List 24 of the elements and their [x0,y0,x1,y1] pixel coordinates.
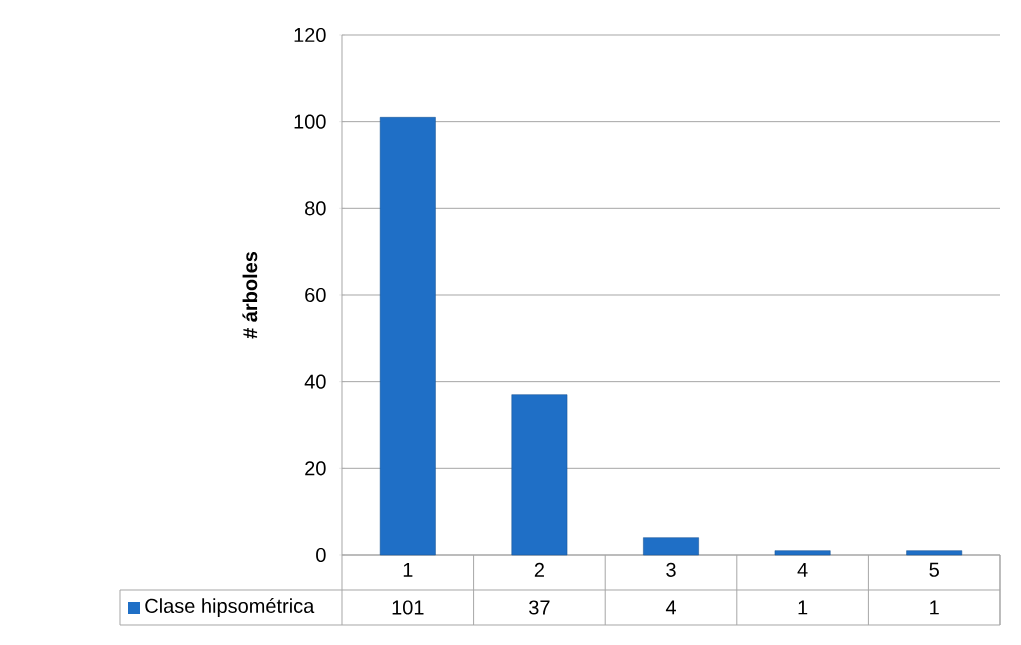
x-tick-label: 4 [797,562,808,577]
data-label: 1 [798,600,808,615]
bar [906,550,963,556]
x-tick-label: 3 [666,562,676,577]
x-tick-label: 2 [534,562,544,577]
bar [774,550,831,556]
bar [379,117,436,556]
legend-label: Clase hipsométrica [145,598,315,617]
bar [643,537,699,556]
bar [511,394,568,556]
x-tick-label: 1 [403,562,413,577]
y-axis-title: # árboles [242,251,258,339]
data-label: 101 [392,600,424,615]
y-tick-label: 80 [305,201,326,216]
data-label: 37 [529,600,550,615]
x-tick-label: 5 [929,562,939,577]
y-tick-label: 20 [305,461,326,476]
y-tick-label: 0 [316,547,326,563]
y-tick-label: 100 [294,114,326,129]
y-tick-label: 40 [304,374,326,389]
y-tick-label: 60 [305,287,326,303]
data-label: 1 [930,600,939,615]
y-tick-label: 120 [294,27,326,43]
data-label: 4 [665,600,676,615]
